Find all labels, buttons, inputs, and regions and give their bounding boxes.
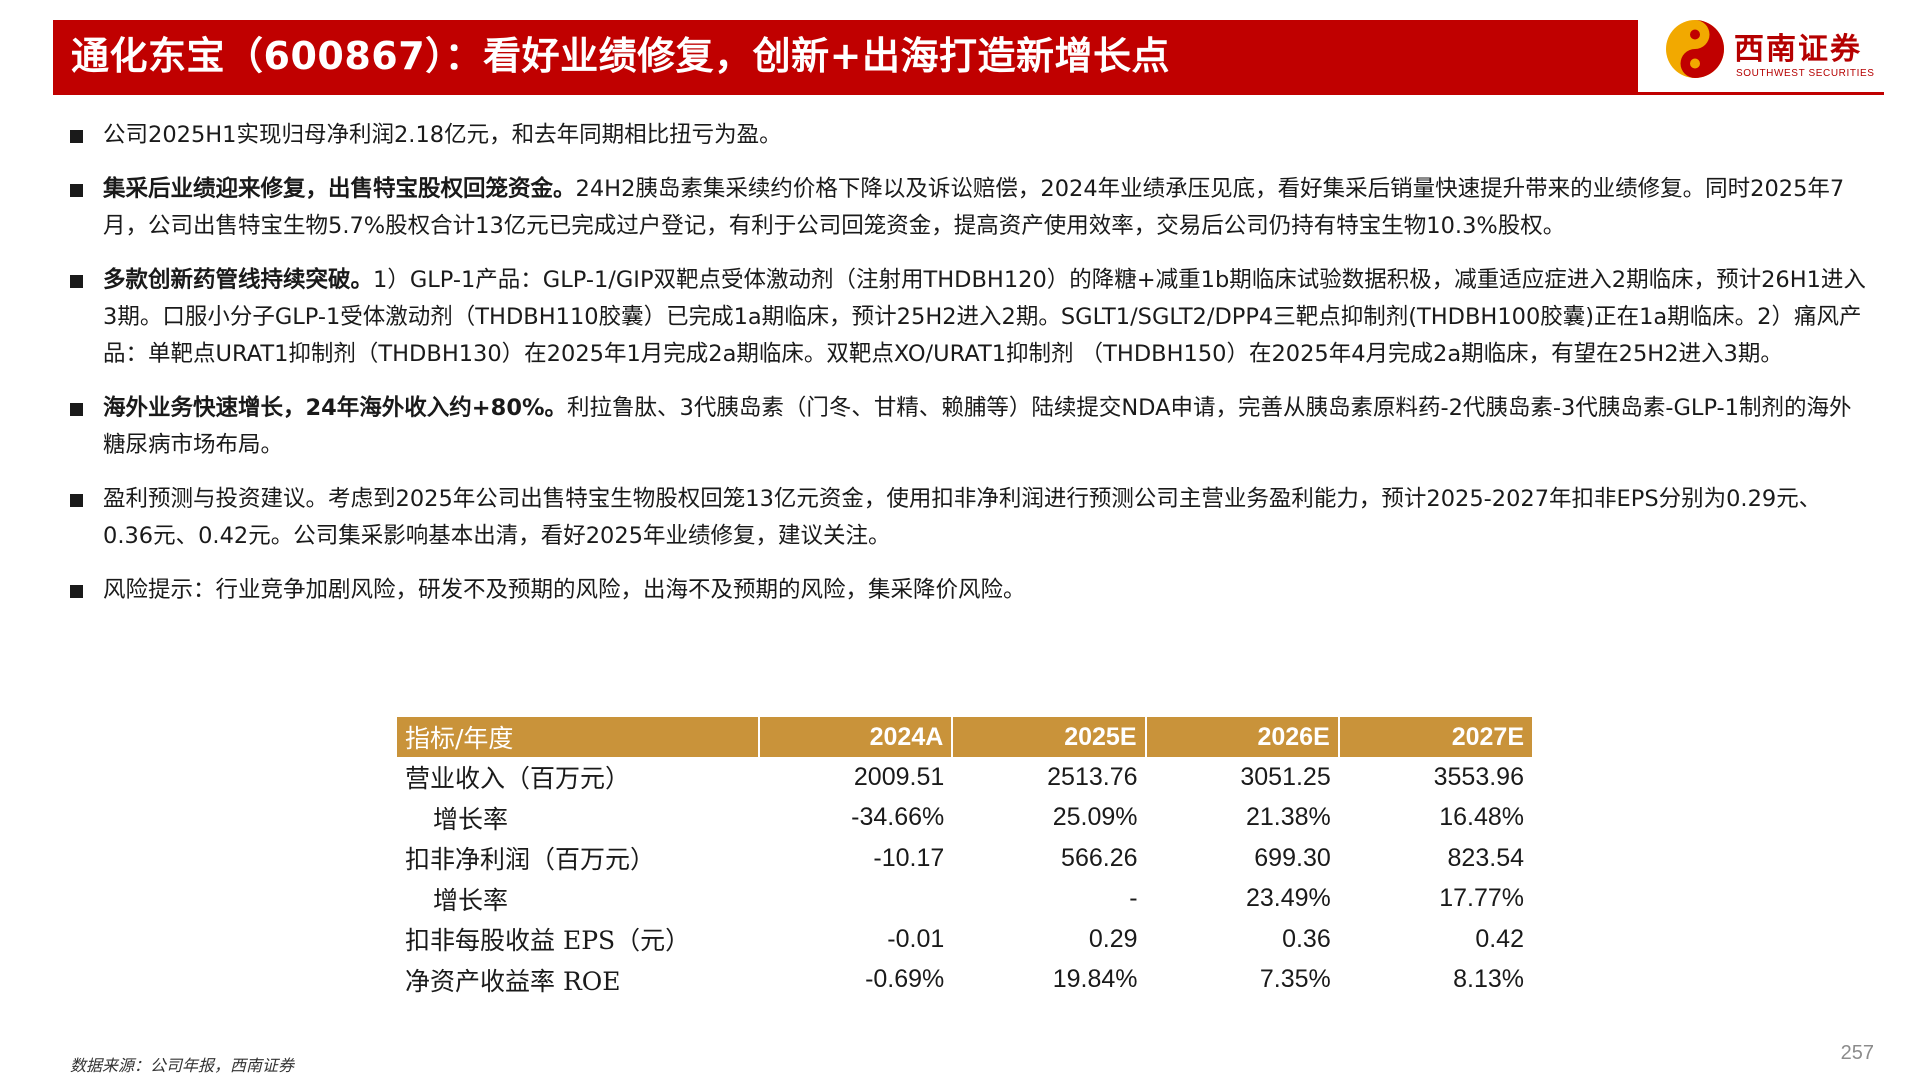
bullet-square-icon (70, 585, 83, 598)
table-cell: 21.38% (1245, 803, 1331, 832)
table-row: 净资产收益率 ROE -0.69% 19.84% 7.35% 8.13% (397, 960, 1532, 1001)
logo-emblem-icon (1666, 20, 1724, 78)
table-cell: 0.29 (1088, 924, 1138, 953)
table-cell: 3051.25 (1240, 762, 1331, 791)
table-cell: 2513.76 (1047, 762, 1138, 791)
bullet-item: 风险提示：行业竞争加剧风险，研发不及预期的风险，出海不及预期的风险，集采降价风险… (70, 572, 1870, 609)
table-cell: 7.35% (1259, 965, 1331, 994)
page-number: 257 (1840, 1042, 1874, 1064)
table-cell: 699.30 (1254, 843, 1331, 872)
logo-english-text: SOUTHWEST SECURITIES (1736, 68, 1875, 79)
bullet-item: 盈利预测与投资建议。考虑到2025年公司出售特宝生物股权回笼13亿元资金，使用扣… (70, 481, 1870, 555)
table-cell: 25.09% (1052, 803, 1138, 832)
table-cell: 566.26 (1061, 843, 1138, 872)
company-logo: 西南证券 SOUTHWEST SECURITIES (1642, 14, 1882, 92)
table-cell: 3553.96 (1433, 762, 1524, 791)
bullet-square-icon (70, 494, 83, 507)
column-header: 2027E (1337, 717, 1532, 757)
bullet-item: 集采后业绩迎来修复，出售特宝股权回笼资金。24H2胰岛素集采续约价格下降以及诉讼… (70, 171, 1870, 245)
column-header: 2026E (1144, 717, 1339, 757)
column-header: 2024A (758, 717, 953, 757)
table-cell: - (1129, 884, 1138, 913)
table-row: 增长率 - 23.49% 17.77% (397, 879, 1532, 920)
row-label: 扣非净利润（百万元） (405, 845, 656, 875)
bullet-lead: 多款创新药管线持续突破。 (103, 267, 374, 293)
page-title: 通化东宝（600867）：看好业绩修复，创新+出海打造新增长点 (71, 34, 1170, 78)
row-label: 增长率 (433, 804, 509, 834)
column-header: 2025E (951, 717, 1146, 757)
header-divider (53, 92, 1884, 95)
bullet-text: 利拉鲁肽、3代胰岛素（门冬、甘精、赖脯等）陆续提交NDA申请，完善从胰岛素原料药… (103, 395, 1852, 458)
table-header-row: 指标/年度 2024A 2025E 2026E 2027E (397, 717, 1532, 757)
row-label: 净资产收益率 ROE (405, 966, 621, 996)
table-cell: 2009.51 (853, 762, 945, 791)
table-cell: 16.48% (1439, 803, 1524, 832)
table-cell: 0.36 (1282, 924, 1331, 953)
table-cell: 0.42 (1475, 924, 1524, 953)
row-label: 增长率 (433, 885, 509, 915)
bullet-lead: 海外业务快速增长，24年海外收入约+80%。 (103, 395, 568, 421)
bullet-text: 盈利预测与投资建议。考虑到2025年公司出售特宝生物股权回笼13亿元资金，使用扣… (103, 486, 1822, 549)
table-cell (759, 879, 952, 920)
financial-forecast-table: 指标/年度 2024A 2025E 2026E 2027E 营业收入（百万元） … (397, 717, 1532, 1000)
bullet-text: 24H2胰岛素集采续约价格下降以及诉讼赔偿，2024年业绩承压见底，看好集采后销… (103, 176, 1845, 239)
bullet-lead: 集采后业绩迎来修复，出售特宝股权回笼资金。 (103, 176, 576, 202)
bullet-square-icon (70, 403, 83, 416)
row-label: 扣非每股收益 EPS（元） (405, 926, 691, 956)
table-cell: 823.54 (1447, 843, 1524, 872)
table-cell: 19.84% (1052, 965, 1138, 994)
table-cell: -34.66% (851, 803, 945, 832)
row-label: 营业收入（百万元） (405, 764, 631, 794)
bullet-item: 多款创新药管线持续突破。1）GLP-1产品：GLP-1/GIP双靶点受体激动剂（… (70, 262, 1870, 373)
bullet-text: 1）GLP-1产品：GLP-1/GIP双靶点受体激动剂（注射用THDBH120）… (103, 267, 1866, 367)
bullet-item: 公司2025H1实现归母净利润2.18亿元，和去年同期相比扭亏为盈。 (70, 117, 1870, 154)
table-cell: -10.17 (873, 843, 945, 872)
table-cell: -0.01 (887, 924, 945, 953)
table-row: 增长率 -34.66% 25.09% 21.38% 16.48% (397, 798, 1532, 839)
bullet-item: 海外业务快速增长，24年海外收入约+80%。利拉鲁肽、3代胰岛素（门冬、甘精、赖… (70, 390, 1870, 464)
table-cell: -0.69% (865, 965, 945, 994)
bullet-list: 公司2025H1实现归母净利润2.18亿元，和去年同期相比扭亏为盈。 集采后业绩… (70, 117, 1870, 626)
bullet-square-icon (70, 184, 83, 197)
bullet-square-icon (70, 275, 83, 288)
bullet-text: 公司2025H1实现归母净利润2.18亿元，和去年同期相比扭亏为盈。 (103, 122, 782, 148)
table-cell: 17.77% (1439, 884, 1524, 913)
bullet-text: 风险提示：行业竞争加剧风险，研发不及预期的风险，出海不及预期的风险，集采降价风险… (103, 577, 1026, 603)
table-row: 营业收入（百万元） 2009.51 2513.76 3051.25 3553.9… (397, 757, 1532, 798)
table-row: 扣非每股收益 EPS（元） -0.01 0.29 0.36 0.42 (397, 919, 1532, 960)
table-row: 扣非净利润（百万元） -10.17 566.26 699.30 823.54 (397, 838, 1532, 879)
column-header: 指标/年度 (397, 717, 760, 757)
title-bar: 通化东宝（600867）：看好业绩修复，创新+出海打造新增长点 (53, 20, 1638, 92)
logo-chinese-text: 西南证券 (1734, 32, 1862, 67)
bullet-square-icon (70, 130, 83, 143)
table-cell: 8.13% (1453, 965, 1524, 994)
table-cell: 23.49% (1245, 884, 1331, 913)
data-source-note: 数据来源：公司年报，西南证券 (70, 1056, 295, 1075)
